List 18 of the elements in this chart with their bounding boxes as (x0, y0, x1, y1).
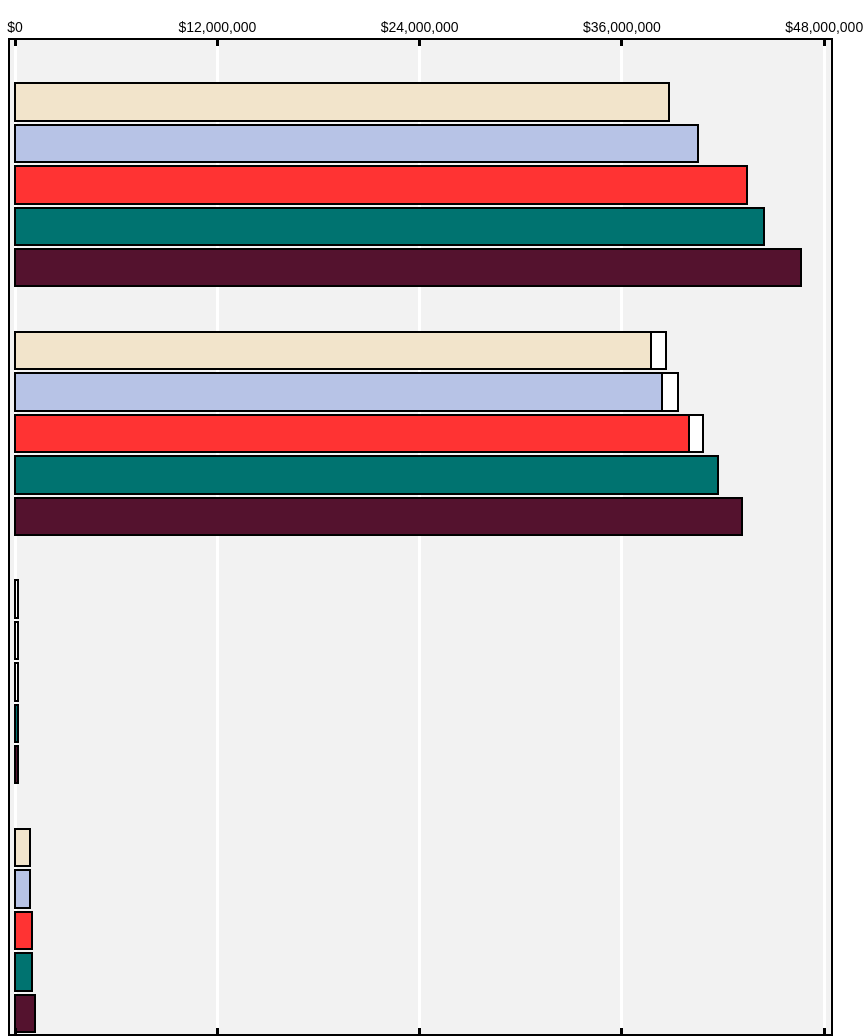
x-tick-label: $36,000,000 (583, 19, 662, 36)
x-tick-label: $0 (7, 19, 24, 36)
bar (14, 745, 20, 785)
bar (14, 123, 699, 164)
bar (14, 165, 748, 205)
bar (14, 455, 720, 495)
bar (14, 952, 33, 992)
x-tick-label: $48,000,000 (785, 19, 864, 36)
bar (14, 496, 743, 536)
bar (14, 869, 32, 909)
bar (14, 910, 33, 951)
x-tick-label: $12,000,000 (178, 19, 257, 36)
bar (14, 827, 32, 868)
bar (14, 206, 765, 247)
bar (14, 82, 671, 122)
bar (14, 248, 802, 288)
x-tick-label: $24,000,000 (380, 19, 459, 36)
bar (14, 703, 20, 744)
